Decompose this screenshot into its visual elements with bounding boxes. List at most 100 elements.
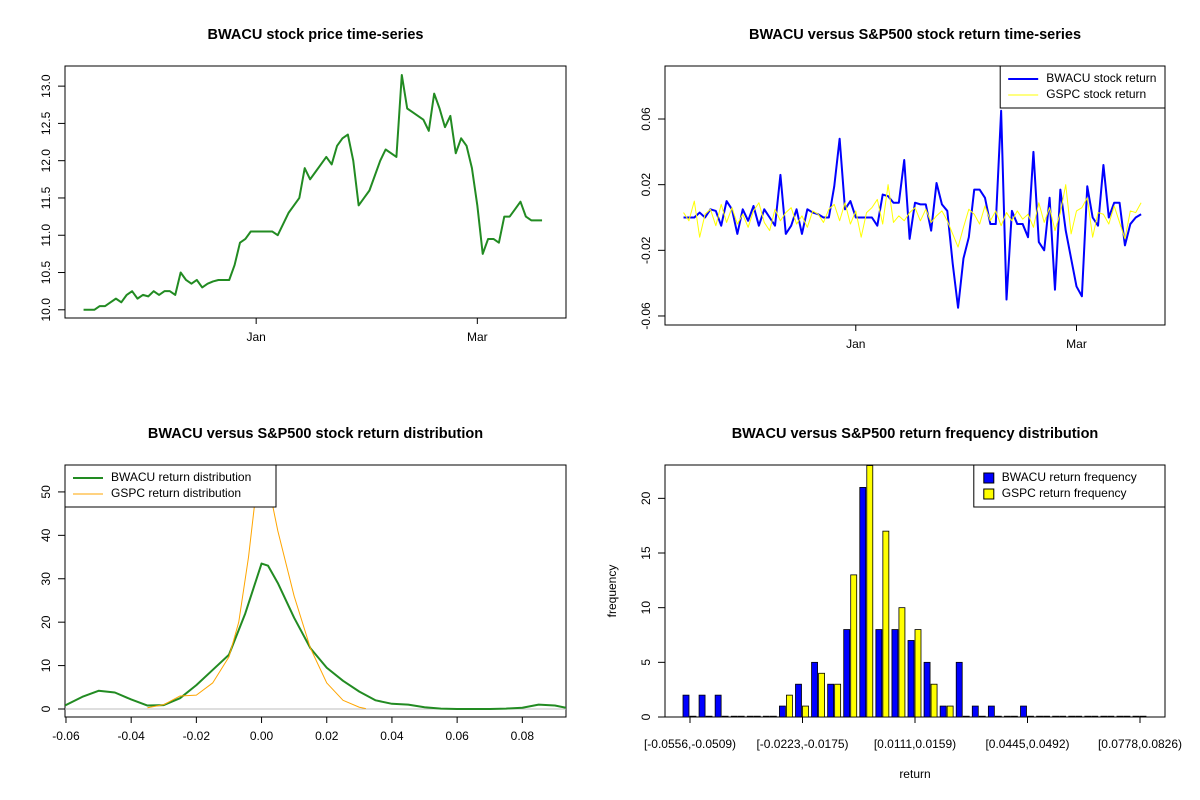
bar: [762, 715, 770, 717]
bar: [1043, 715, 1050, 717]
y-tick-label: 10: [639, 601, 653, 615]
bar: [786, 694, 793, 717]
bar: [746, 715, 754, 717]
bar: [1132, 715, 1140, 717]
bar: [1123, 715, 1131, 717]
legend-box: [64, 464, 277, 508]
x-tick-label: 0.04: [380, 729, 404, 743]
x-tick-label: [-0.0223,-0.0175): [756, 737, 848, 751]
bar: [1020, 705, 1027, 717]
legend-label: BWACU return distribution: [111, 470, 251, 484]
y-tick-label: 50: [39, 485, 53, 499]
x-tick-label: [0.0111,0.0159): [874, 737, 956, 751]
bar: [1052, 715, 1060, 717]
y-tick-label: 15: [639, 546, 653, 560]
plot-frame: [664, 65, 1166, 326]
chart-title: BWACU versus S&P500 stock return time-se…: [749, 27, 1081, 43]
y-tick-label: 0: [639, 713, 653, 720]
chart-title: BWACU versus S&P500 return frequency dis…: [732, 426, 1099, 442]
plot-area: [65, 478, 566, 711]
bar: [834, 683, 842, 717]
bar: [930, 683, 938, 717]
plot-area: [83, 73, 543, 311]
bar: [818, 672, 825, 717]
x-tick-label: Mar: [1066, 337, 1087, 351]
y-tick-label: 0: [39, 705, 53, 712]
bar: [898, 607, 906, 717]
plot-area: [682, 465, 1147, 717]
bar: [978, 715, 986, 717]
y-tick-label: 10.0: [39, 298, 53, 322]
y-tick-label: 0.02: [639, 173, 653, 197]
x-tick-label: -0.04: [117, 729, 145, 743]
y-tick-label: 11.5: [39, 186, 53, 209]
y-tick-label: 10.5: [39, 261, 53, 285]
bar: [721, 715, 729, 717]
y-tick-label: 11.0: [39, 224, 53, 247]
legend-label: BWACU stock return: [1046, 71, 1156, 85]
y-tick-label: 13.0: [39, 74, 53, 98]
y-tick-label: -0.02: [639, 236, 653, 264]
y-tick-label: 40: [39, 528, 53, 542]
x-tick-label: -0.06: [52, 729, 80, 743]
x-tick-label: Mar: [467, 330, 488, 344]
bar: [730, 715, 738, 717]
bar: [859, 487, 867, 717]
legend-swatch: [983, 472, 995, 484]
y-tick-label: 5: [639, 659, 653, 666]
x-tick-label: [0.0445,0.0492): [985, 737, 1069, 751]
x-tick-label: Jan: [246, 330, 265, 344]
bar: [714, 694, 722, 717]
bar: [682, 694, 690, 717]
bar: [1116, 715, 1124, 717]
bar: [875, 629, 883, 717]
bar: [914, 629, 922, 717]
x-tick-label: 0.00: [250, 729, 274, 743]
bar: [1011, 715, 1018, 717]
y-tick-label: 12.5: [39, 111, 53, 135]
bar: [923, 661, 931, 717]
data-line: [683, 109, 1142, 309]
bar: [843, 629, 851, 717]
legend-label: GSPC return frequency: [1002, 486, 1127, 500]
bar: [1100, 715, 1108, 717]
bar: [689, 715, 697, 717]
x-tick-label: 0.08: [511, 729, 535, 743]
bar: [1036, 715, 1043, 717]
legend-box: [973, 464, 1166, 508]
x-tick-label: [-0.0556,-0.0509): [644, 737, 736, 751]
plot-frame: [64, 65, 567, 319]
y-tick-label: 20: [639, 491, 653, 505]
bar: [955, 661, 963, 717]
y-tick-label: 10: [39, 659, 53, 673]
bar: [939, 705, 947, 717]
bar: [1091, 715, 1099, 717]
data-line: [83, 73, 543, 311]
x-tick-label: -0.02: [183, 729, 211, 743]
legend-label: BWACU return frequency: [1002, 470, 1137, 484]
x-tick-label: [0.0778,0.0826): [1098, 737, 1182, 751]
y-tick-label: 30: [39, 572, 53, 586]
chart-title: BWACU versus S&P500 stock return distrib…: [148, 426, 483, 442]
bar: [1139, 715, 1147, 717]
bar: [850, 574, 858, 717]
bar: [891, 629, 899, 717]
bar: [946, 705, 954, 717]
bar: [705, 715, 713, 717]
bar: [737, 715, 745, 717]
density-line: [147, 478, 366, 710]
bar: [769, 715, 777, 717]
bar: [802, 705, 809, 717]
legend-swatch: [983, 488, 995, 500]
plot-area: [683, 109, 1142, 309]
bar: [1027, 715, 1034, 717]
chart-title: BWACU stock price time-series: [208, 27, 424, 43]
plot-frame: [64, 464, 567, 718]
bar: [795, 683, 802, 717]
bar: [779, 705, 786, 717]
y-tick-label: 12.0: [39, 149, 53, 173]
bar: [882, 530, 890, 717]
bar: [994, 715, 1002, 717]
